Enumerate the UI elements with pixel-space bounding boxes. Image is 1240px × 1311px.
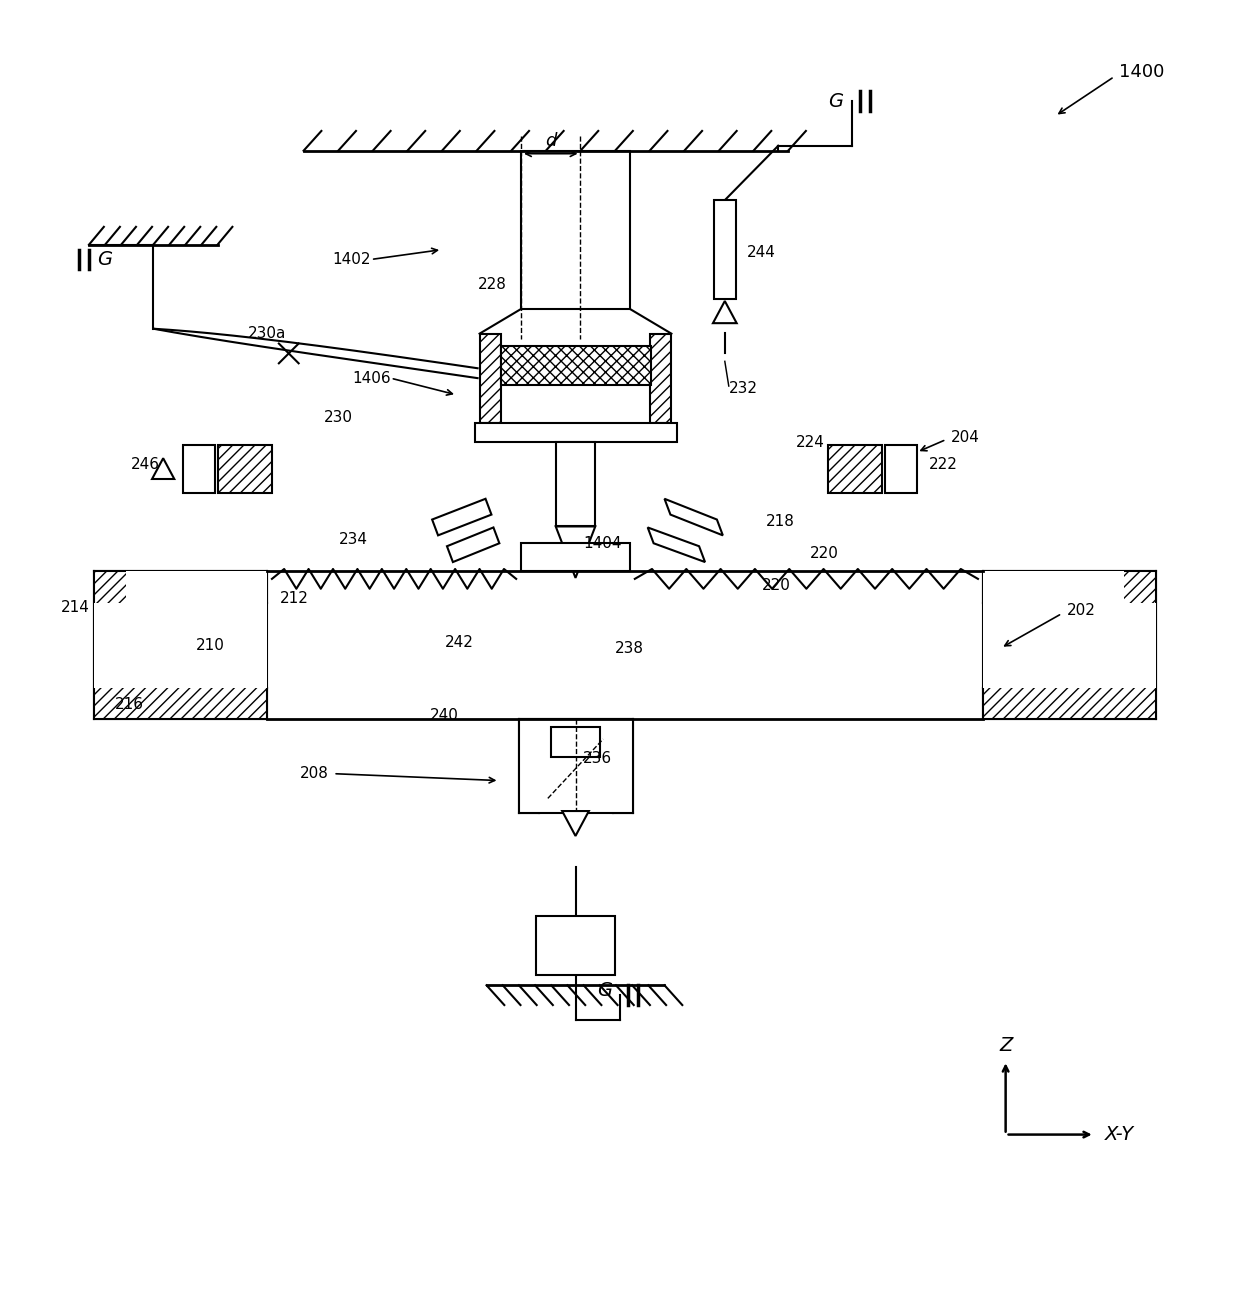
- Text: 246: 246: [131, 456, 160, 472]
- Bar: [217, 446, 272, 493]
- Text: 224: 224: [796, 435, 825, 450]
- Bar: [521, 543, 630, 572]
- Text: 202: 202: [1066, 603, 1096, 617]
- Text: d: d: [546, 132, 557, 149]
- Text: 222: 222: [929, 456, 957, 472]
- Bar: [94, 603, 125, 688]
- Text: 220: 220: [761, 578, 790, 594]
- Text: 214: 214: [61, 600, 91, 615]
- Text: 234: 234: [339, 532, 368, 547]
- Text: 1406: 1406: [352, 371, 391, 385]
- Bar: [539, 720, 613, 793]
- Bar: [983, 572, 1156, 720]
- Text: 230: 230: [324, 410, 353, 425]
- Polygon shape: [446, 527, 500, 562]
- Text: 216: 216: [114, 697, 144, 712]
- Polygon shape: [562, 812, 589, 836]
- Bar: [983, 572, 1125, 688]
- Text: 204: 204: [951, 430, 980, 444]
- Bar: [94, 572, 267, 720]
- Text: G: G: [598, 981, 613, 1000]
- Text: 1404: 1404: [583, 536, 622, 551]
- Bar: [885, 446, 916, 493]
- Bar: [520, 720, 632, 813]
- Polygon shape: [713, 302, 737, 324]
- Bar: [556, 442, 595, 527]
- Text: 228: 228: [477, 277, 506, 292]
- Text: 232: 232: [729, 380, 758, 396]
- Text: 1400: 1400: [1120, 63, 1164, 80]
- Bar: [536, 916, 615, 975]
- Polygon shape: [665, 498, 723, 535]
- Text: 236: 236: [583, 751, 611, 767]
- Bar: [714, 201, 735, 299]
- Bar: [480, 333, 501, 422]
- Polygon shape: [556, 527, 595, 578]
- Bar: [827, 446, 882, 493]
- Text: G: G: [97, 250, 113, 269]
- Text: 242: 242: [445, 635, 474, 650]
- Polygon shape: [153, 459, 175, 479]
- Text: 210: 210: [196, 637, 224, 653]
- Bar: [501, 346, 651, 385]
- Bar: [125, 572, 267, 688]
- Bar: [521, 151, 630, 309]
- Bar: [184, 446, 215, 493]
- Polygon shape: [432, 498, 491, 535]
- Bar: [475, 422, 677, 442]
- Text: 244: 244: [746, 245, 775, 260]
- Text: 230a: 230a: [248, 326, 285, 341]
- Bar: [1125, 603, 1156, 688]
- Text: 238: 238: [615, 641, 644, 656]
- Text: 218: 218: [766, 514, 795, 530]
- Text: 220: 220: [810, 545, 838, 561]
- Text: 212: 212: [280, 591, 309, 606]
- Bar: [551, 728, 600, 756]
- Text: 1402: 1402: [332, 252, 371, 267]
- Text: 240: 240: [430, 708, 459, 722]
- Text: X-Y: X-Y: [1105, 1125, 1133, 1145]
- Polygon shape: [647, 527, 706, 562]
- Text: 208: 208: [299, 766, 329, 781]
- Bar: [650, 333, 671, 422]
- Text: G: G: [828, 92, 843, 110]
- Text: Z: Z: [999, 1036, 1012, 1055]
